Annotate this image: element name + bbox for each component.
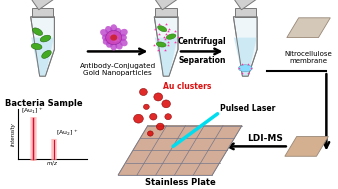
Polygon shape	[155, 8, 177, 17]
Text: Stainless Plate: Stainless Plate	[145, 178, 215, 187]
Polygon shape	[140, 126, 167, 138]
Ellipse shape	[106, 30, 122, 45]
Ellipse shape	[166, 34, 176, 39]
Polygon shape	[216, 126, 242, 138]
Ellipse shape	[156, 123, 164, 130]
Polygon shape	[118, 163, 144, 175]
Polygon shape	[189, 138, 216, 150]
Ellipse shape	[119, 29, 128, 36]
Polygon shape	[235, 8, 256, 17]
Ellipse shape	[144, 104, 149, 109]
Text: Gold Nanoparticles: Gold Nanoparticles	[83, 70, 152, 76]
Polygon shape	[197, 126, 223, 138]
Polygon shape	[154, 17, 178, 76]
Ellipse shape	[150, 113, 157, 120]
Ellipse shape	[114, 28, 121, 36]
Polygon shape	[287, 18, 330, 38]
Ellipse shape	[103, 37, 111, 45]
Ellipse shape	[147, 131, 153, 136]
Ellipse shape	[31, 43, 42, 50]
Polygon shape	[118, 126, 242, 175]
Text: Bacteria Sample: Bacteria Sample	[5, 99, 82, 108]
Ellipse shape	[105, 26, 113, 34]
Ellipse shape	[158, 26, 167, 32]
Polygon shape	[137, 163, 163, 175]
Ellipse shape	[140, 88, 147, 95]
Ellipse shape	[42, 50, 51, 58]
Ellipse shape	[115, 41, 123, 50]
Ellipse shape	[154, 93, 163, 101]
Polygon shape	[155, 38, 177, 76]
Polygon shape	[235, 0, 261, 10]
Polygon shape	[126, 150, 152, 163]
Ellipse shape	[110, 34, 117, 41]
Text: membrane: membrane	[290, 58, 328, 64]
Ellipse shape	[110, 24, 117, 33]
Polygon shape	[201, 150, 227, 163]
Text: Intensity: Intensity	[10, 122, 15, 146]
Polygon shape	[32, 0, 58, 10]
Polygon shape	[234, 38, 257, 76]
Polygon shape	[193, 163, 220, 175]
Ellipse shape	[119, 39, 128, 46]
Text: $[\mathrm{Au}_1]^+$: $[\mathrm{Au}_1]^+$	[21, 106, 43, 116]
Ellipse shape	[110, 42, 117, 50]
Polygon shape	[133, 138, 159, 150]
Polygon shape	[159, 126, 186, 138]
Polygon shape	[171, 138, 197, 150]
Ellipse shape	[40, 35, 51, 42]
Bar	[10, 107, 89, 161]
Polygon shape	[174, 163, 201, 175]
Ellipse shape	[162, 100, 170, 108]
Text: Antibody-Conjugated: Antibody-Conjugated	[79, 63, 156, 69]
Ellipse shape	[106, 39, 114, 48]
Polygon shape	[32, 8, 53, 17]
Ellipse shape	[118, 34, 127, 41]
Ellipse shape	[102, 34, 111, 41]
Ellipse shape	[134, 114, 143, 123]
Polygon shape	[285, 136, 328, 156]
Polygon shape	[234, 17, 257, 76]
Text: Pulsed Laser: Pulsed Laser	[220, 104, 275, 113]
Polygon shape	[163, 150, 189, 163]
Text: $[\mathrm{Au}_2]^+$: $[\mathrm{Au}_2]^+$	[56, 128, 78, 138]
Ellipse shape	[165, 114, 171, 120]
Polygon shape	[208, 138, 234, 150]
Polygon shape	[152, 138, 178, 150]
Polygon shape	[178, 126, 204, 138]
Polygon shape	[31, 38, 54, 76]
Polygon shape	[155, 0, 182, 10]
Polygon shape	[182, 150, 208, 163]
Ellipse shape	[238, 65, 252, 72]
Text: Au clusters: Au clusters	[163, 82, 212, 91]
Polygon shape	[156, 163, 182, 175]
Text: $m/z$: $m/z$	[46, 159, 58, 167]
Ellipse shape	[156, 42, 166, 47]
Text: Centrifugal: Centrifugal	[177, 37, 226, 46]
Text: LDI-MS: LDI-MS	[247, 134, 283, 143]
Text: Separation: Separation	[178, 56, 225, 65]
Text: Nitrocellulose: Nitrocellulose	[285, 51, 333, 57]
Polygon shape	[144, 150, 171, 163]
Ellipse shape	[100, 29, 108, 37]
Polygon shape	[31, 17, 54, 76]
Ellipse shape	[33, 28, 43, 35]
